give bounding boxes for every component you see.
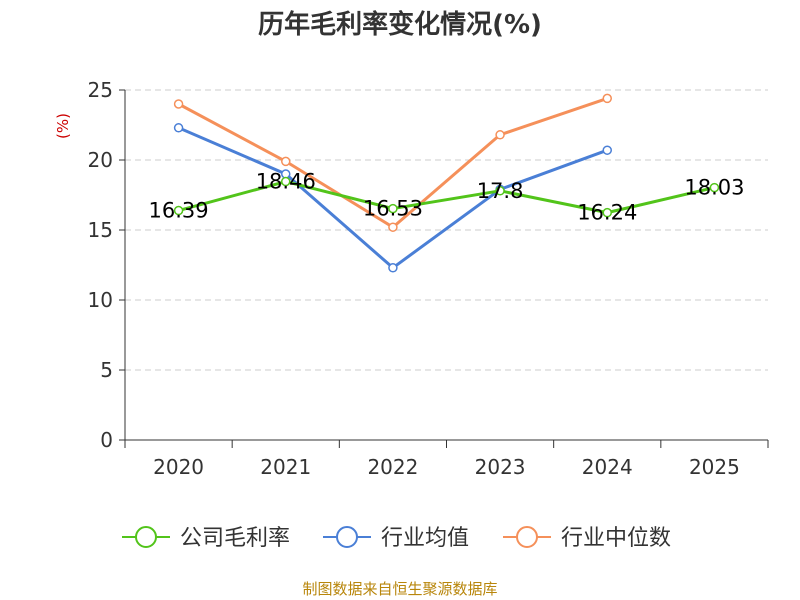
y-tick-label: 25 — [88, 78, 113, 102]
data-point — [602, 207, 612, 218]
x-tick-label: 2024 — [582, 455, 633, 479]
data-point — [281, 176, 291, 187]
data-point — [495, 130, 505, 140]
data-point — [388, 263, 398, 273]
data-label: 18.03 — [684, 176, 744, 200]
source-note: 制图数据来自恒生聚源数据库 — [302, 580, 498, 598]
x-tick-label: 2020 — [153, 455, 204, 479]
legend-item: 公司毛利率 — [122, 526, 290, 551]
legend-marker — [135, 526, 157, 548]
legend-marker — [516, 526, 538, 548]
y-tick-label: 20 — [88, 148, 113, 172]
y-tick-label: 15 — [88, 218, 113, 242]
x-tick-label: 2025 — [689, 455, 740, 479]
x-tick-label: 2022 — [367, 455, 418, 479]
x-tick-label: 2023 — [475, 455, 526, 479]
data-point — [602, 93, 612, 104]
data-labels: 16.39 18.46 16.53 17.8 16.24 18.03 — [149, 170, 745, 225]
y-tick-label: 5 — [100, 358, 113, 382]
data-point — [281, 156, 291, 167]
y-tick-label: 10 — [88, 288, 113, 312]
data-point — [173, 205, 184, 216]
legend-label: 行业中位数 — [561, 526, 671, 551]
x-tick-label: 2021 — [260, 455, 311, 479]
legend-label: 公司毛利率 — [180, 526, 290, 551]
data-point — [709, 182, 720, 193]
chart-title: 历年毛利率变化情况(%) — [258, 10, 542, 40]
data-point — [602, 145, 612, 155]
data-point — [388, 222, 398, 232]
legend-label: 行业均值 — [381, 526, 469, 551]
data-point — [173, 123, 184, 133]
data-label: 16.39 — [149, 199, 209, 223]
data-label: 16.24 — [577, 201, 637, 225]
data-label: 18.46 — [256, 170, 316, 194]
data-point — [388, 203, 398, 214]
data-label: 16.53 — [363, 197, 423, 221]
series-lines — [173, 93, 720, 273]
legend: 公司毛利率 行业均值 行业中位数 — [122, 526, 671, 551]
legend-marker — [336, 526, 358, 548]
legend-item: 行业中位数 — [503, 526, 671, 551]
series-line — [178, 180, 715, 215]
data-label: 17.8 — [477, 179, 524, 203]
y-axis-label: (%) — [54, 113, 72, 139]
y-tick-label: 0 — [100, 428, 113, 452]
data-point — [495, 186, 505, 196]
legend-item: 行业均值 — [323, 526, 469, 551]
data-point — [173, 99, 184, 109]
